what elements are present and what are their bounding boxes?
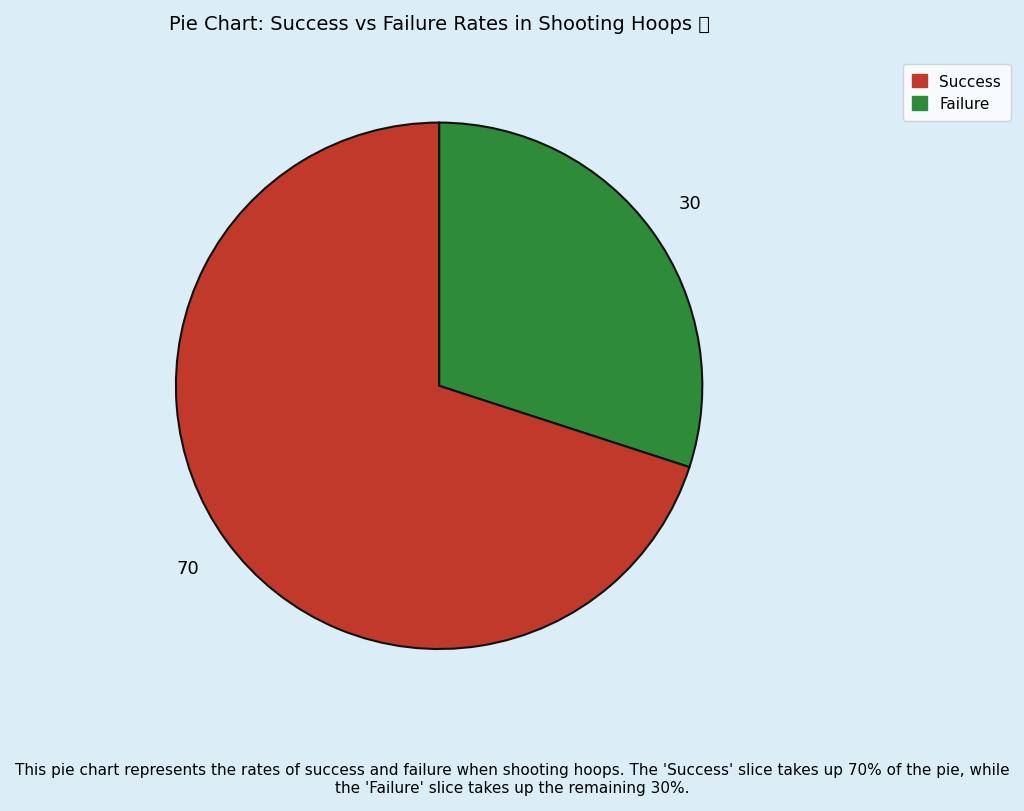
Legend: Success, Failure: Success, Failure bbox=[903, 66, 1011, 122]
Text: 30: 30 bbox=[679, 195, 701, 213]
Text: 70: 70 bbox=[176, 560, 200, 577]
Text: This pie chart represents the rates of success and failure when shooting hoops. : This pie chart represents the rates of s… bbox=[14, 762, 1010, 795]
Wedge shape bbox=[176, 123, 689, 649]
Title: Pie Chart: Success vs Failure Rates in Shooting Hoops 🏀: Pie Chart: Success vs Failure Rates in S… bbox=[169, 15, 710, 34]
Wedge shape bbox=[439, 123, 702, 468]
